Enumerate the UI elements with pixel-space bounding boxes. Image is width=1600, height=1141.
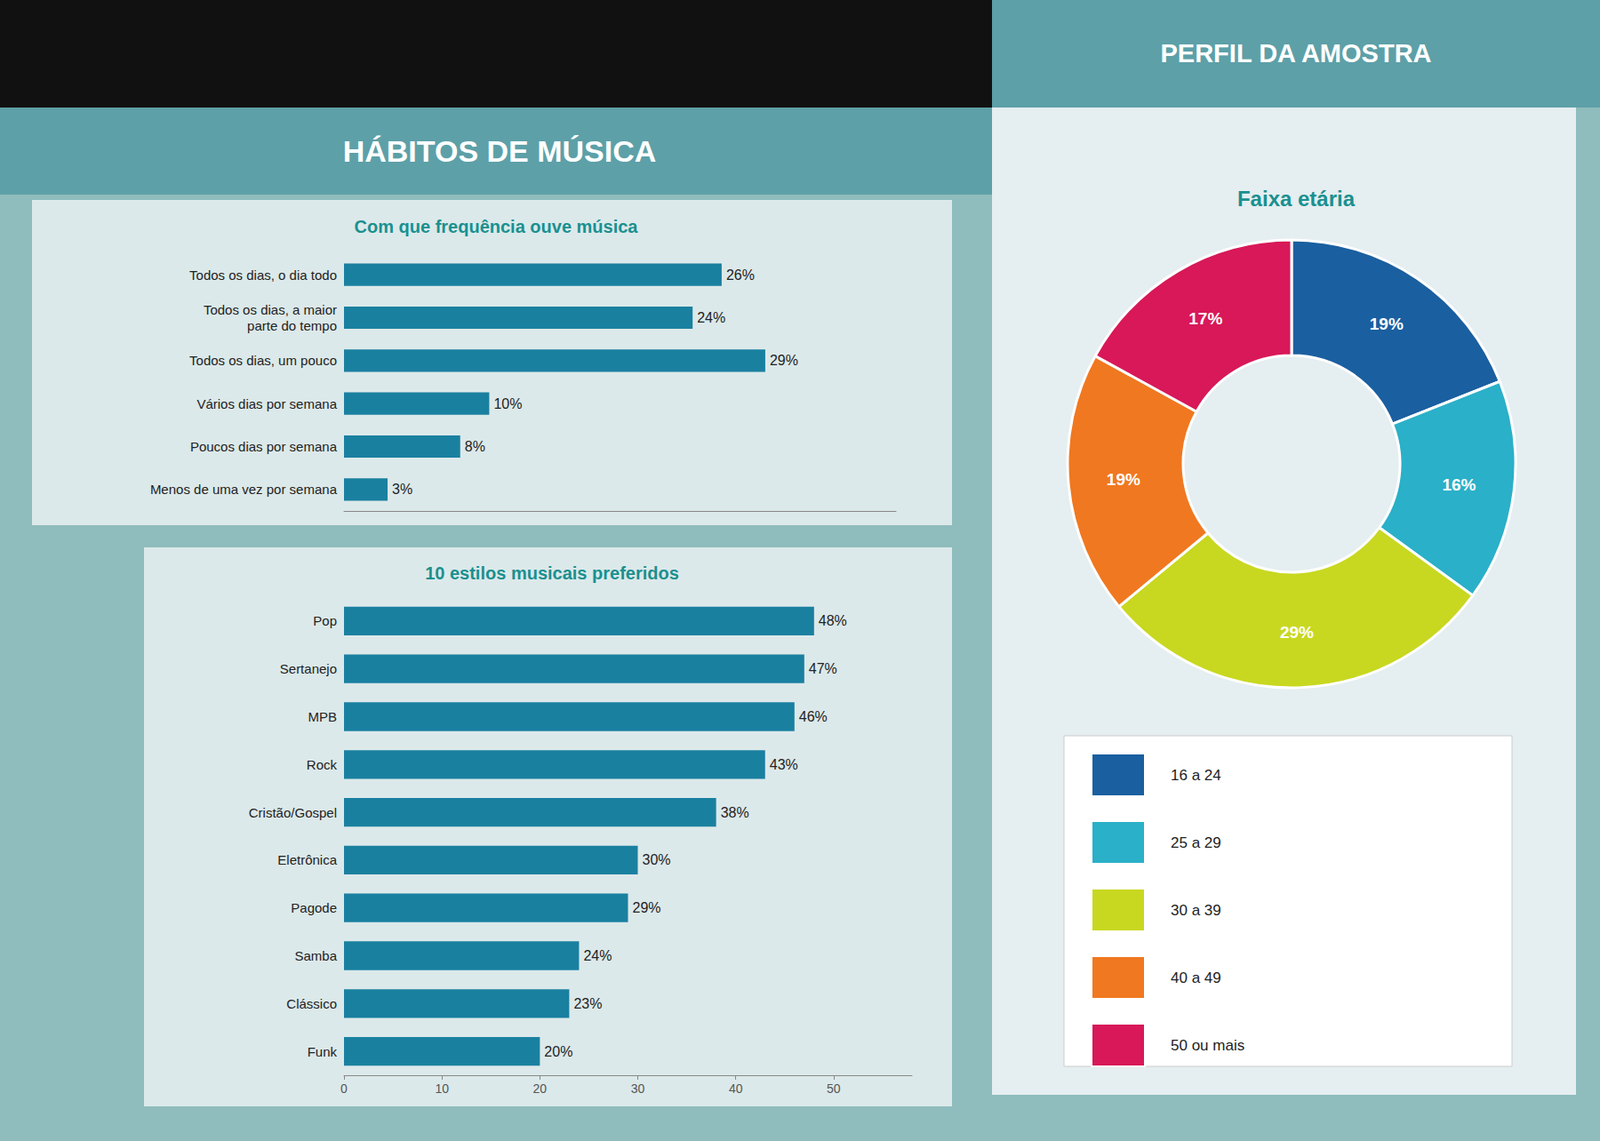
svg-text:29%: 29% (1280, 623, 1314, 642)
svg-text:Pagode: Pagode (290, 900, 337, 916)
svg-text:19%: 19% (1106, 470, 1141, 489)
svg-text:40: 40 (728, 1081, 744, 1096)
svg-text:29%: 29% (632, 900, 662, 916)
svg-text:PERFIL DA AMOSTRA: PERFIL DA AMOSTRA (1160, 39, 1432, 68)
svg-text:Funk: Funk (307, 1044, 338, 1060)
svg-text:parte do tempo: parte do tempo (247, 318, 337, 334)
svg-text:Clássico: Clássico (286, 996, 337, 1012)
svg-text:43%: 43% (769, 757, 799, 773)
svg-text:Faixa etária: Faixa etária (1237, 186, 1356, 211)
svg-text:Rock: Rock (306, 757, 338, 773)
svg-text:48%: 48% (818, 613, 848, 629)
svg-text:Todos os dias, o dia todo: Todos os dias, o dia todo (189, 267, 337, 283)
svg-text:Eletrônica: Eletrônica (277, 852, 337, 868)
svg-text:29%: 29% (769, 352, 799, 368)
svg-text:23%: 23% (573, 996, 602, 1012)
svg-text:Menos de uma vez por semana: Menos de uma vez por semana (150, 481, 338, 497)
svg-text:50 ou mais: 50 ou mais (1170, 1037, 1245, 1055)
svg-text:47%: 47% (808, 661, 838, 677)
svg-text:Samba: Samba (294, 948, 337, 964)
svg-text:46%: 46% (799, 709, 828, 725)
svg-text:HÁBITOS DE MÚSICA: HÁBITOS DE MÚSICA (343, 134, 657, 168)
svg-text:38%: 38% (720, 805, 750, 821)
svg-text:20: 20 (533, 1081, 548, 1096)
svg-text:Sertanejo: Sertanejo (280, 661, 337, 677)
svg-text:24%: 24% (696, 310, 726, 326)
svg-text:Poucos dias por semana: Poucos dias por semana (190, 439, 338, 455)
svg-text:0: 0 (340, 1081, 348, 1096)
svg-text:MPB: MPB (307, 709, 337, 725)
svg-text:10 estilos musicais preferidos: 10 estilos musicais preferidos (424, 563, 680, 584)
svg-text:Todos os dias, a maior: Todos os dias, a maior (203, 302, 337, 318)
svg-text:19%: 19% (1369, 314, 1404, 334)
svg-text:Todos os dias, um pouco: Todos os dias, um pouco (189, 352, 337, 368)
svg-text:30: 30 (631, 1081, 646, 1096)
svg-text:20%: 20% (544, 1044, 573, 1060)
svg-text:40 a 49: 40 a 49 (1170, 969, 1222, 987)
svg-text:25 a 29: 25 a 29 (1170, 834, 1222, 852)
svg-text:50: 50 (826, 1081, 841, 1096)
svg-text:Com que frequência ouve música: Com que frequência ouve música (354, 216, 640, 237)
svg-text:24%: 24% (583, 948, 612, 964)
svg-text:Cristão/Gospel: Cristão/Gospel (248, 805, 337, 821)
svg-text:8%: 8% (464, 439, 486, 455)
svg-text:17%: 17% (1188, 309, 1223, 328)
svg-text:3%: 3% (392, 481, 413, 497)
svg-text:Pop: Pop (312, 613, 337, 629)
svg-text:16%: 16% (1441, 475, 1476, 495)
svg-text:26%: 26% (726, 267, 755, 283)
svg-text:30%: 30% (642, 852, 672, 868)
svg-text:10%: 10% (493, 396, 522, 412)
svg-text:Vários dias por semana: Vários dias por semana (196, 396, 337, 412)
svg-text:30 a 39: 30 a 39 (1170, 902, 1222, 920)
svg-text:16 a 24: 16 a 24 (1170, 767, 1222, 784)
svg-text:10: 10 (434, 1081, 449, 1096)
